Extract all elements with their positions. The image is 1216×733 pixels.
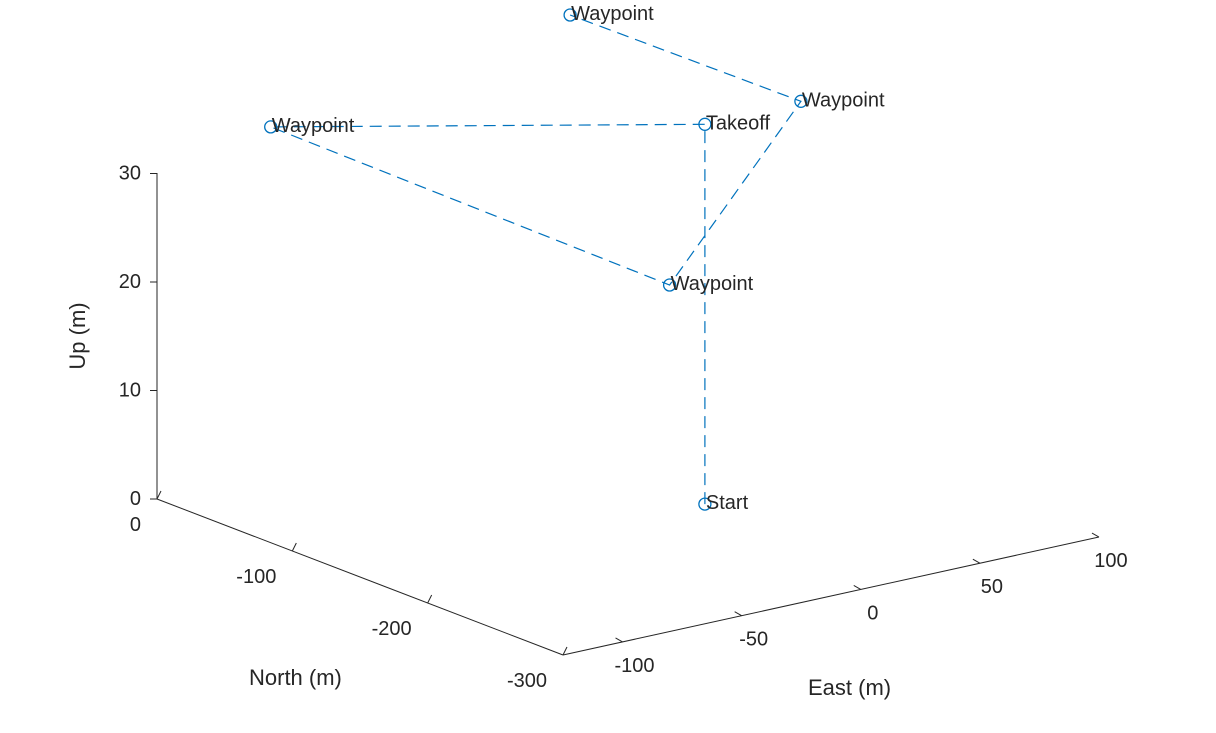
z-tick-label: 10 <box>119 380 141 402</box>
z-tick-label: 20 <box>119 271 141 293</box>
waypoint-marker <box>662 278 677 292</box>
z-tick-label: 0 <box>130 488 141 510</box>
z-axis-title: Up (m) <box>65 302 90 369</box>
east-tick-mark <box>615 637 623 643</box>
east-tick-mark <box>972 558 981 564</box>
north-tick-mark <box>156 490 162 500</box>
waypoint-label: Takeoff <box>706 112 771 134</box>
waypoint-label: Waypoint <box>272 115 355 137</box>
waypoint-label: Start <box>706 492 749 514</box>
axes-group: Up (m) North (m) East (m) <box>65 173 1100 700</box>
north-tick-mark <box>427 594 433 604</box>
ticks-group: 0 10 20 30 0 -100 -200 -300 -100 -50 0 50 100 <box>119 163 1128 693</box>
north-tick-label: 0 <box>130 514 141 536</box>
east-axis-line <box>562 536 1100 656</box>
flight-path-series: Start Takeoff Waypoint Waypoint Waypoint Wayp… <box>264 3 885 514</box>
east-tick-label: -100 <box>615 655 655 677</box>
north-axis-line <box>156 498 564 656</box>
north-tick-label: -300 <box>507 670 547 692</box>
east-tick-label: -50 <box>739 629 768 651</box>
waypoint-marker <box>563 8 577 22</box>
east-tick-mark <box>734 611 742 617</box>
east-axis-title: East (m) <box>808 675 891 700</box>
waypoint-label: Waypoint <box>671 273 754 295</box>
waypoint-label: Waypoint <box>802 89 885 111</box>
waypoint-label: Waypoint <box>571 3 654 25</box>
north-tick-mark <box>562 646 568 656</box>
waypoint-marker <box>698 497 712 511</box>
z-tick-label: 30 <box>119 163 141 185</box>
east-tick-label: 100 <box>1094 550 1127 572</box>
waypoint-marker <box>264 120 278 134</box>
waypoint-marker <box>794 94 808 108</box>
north-tick-mark <box>291 542 297 552</box>
flight-path-line <box>270 14 802 505</box>
east-tick-mark <box>853 585 862 590</box>
north-tick-label: -100 <box>236 566 276 588</box>
east-tick-label: 0 <box>867 602 878 624</box>
east-tick-label: 50 <box>981 576 1003 598</box>
north-tick-label: -200 <box>372 618 412 640</box>
north-axis-title: North (m) <box>249 665 342 690</box>
waypoint-marker <box>698 117 712 131</box>
east-tick-mark <box>1091 532 1100 538</box>
